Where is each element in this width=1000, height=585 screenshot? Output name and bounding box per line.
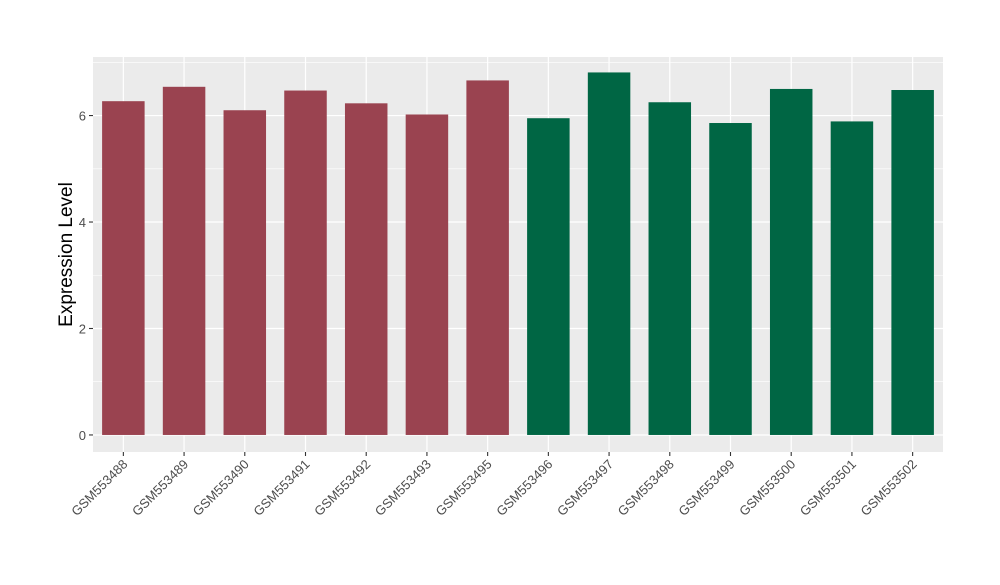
- x-tick-label: GSM553493: [372, 457, 434, 519]
- x-axis: GSM553488GSM553489GSM553490GSM553491GSM5…: [68, 452, 920, 519]
- bar-GSM553499: [709, 123, 752, 435]
- bars: [102, 72, 934, 435]
- y-tick-label: 0: [79, 428, 86, 443]
- bar-GSM553493: [405, 114, 449, 435]
- y-tick-label: 6: [79, 109, 86, 124]
- bar-GSM553489: [162, 86, 206, 435]
- y-tick-label: 2: [79, 321, 86, 336]
- y-axis-title: Expression Level: [56, 182, 77, 327]
- bar-GSM553491: [284, 90, 327, 435]
- x-tick-label: GSM553489: [129, 457, 191, 519]
- bar-GSM553492: [344, 103, 388, 435]
- x-tick-label: GSM553498: [615, 457, 677, 519]
- x-tick-label: GSM553501: [797, 457, 859, 519]
- y-axis: 0 2 4 6: [79, 109, 93, 443]
- bar-GSM553496: [527, 118, 570, 435]
- x-tick-label: GSM553497: [554, 457, 616, 519]
- x-tick-label: GSM553492: [311, 457, 373, 519]
- x-tick-label: GSM553488: [68, 457, 130, 519]
- x-tick-label: GSM553499: [675, 457, 737, 519]
- bar-GSM553497: [587, 72, 631, 435]
- bar-GSM553500: [769, 88, 813, 435]
- x-tick-label: GSM553491: [250, 457, 312, 519]
- x-tick-label: GSM553500: [736, 457, 798, 519]
- y-tick-label: 4: [79, 215, 86, 230]
- x-tick-label: GSM553490: [190, 457, 252, 519]
- bar-GSM553498: [648, 102, 692, 435]
- x-tick-label: GSM553495: [433, 457, 495, 519]
- bar-GSM553488: [102, 101, 145, 435]
- plot-panel: [93, 57, 943, 452]
- bar-GSM553501: [830, 121, 874, 435]
- bar-GSM553502: [891, 90, 934, 435]
- x-tick-label: GSM553502: [858, 457, 920, 519]
- x-tick-label: GSM553496: [493, 457, 555, 519]
- bar-GSM553490: [223, 110, 267, 435]
- bar-GSM553495: [466, 80, 509, 435]
